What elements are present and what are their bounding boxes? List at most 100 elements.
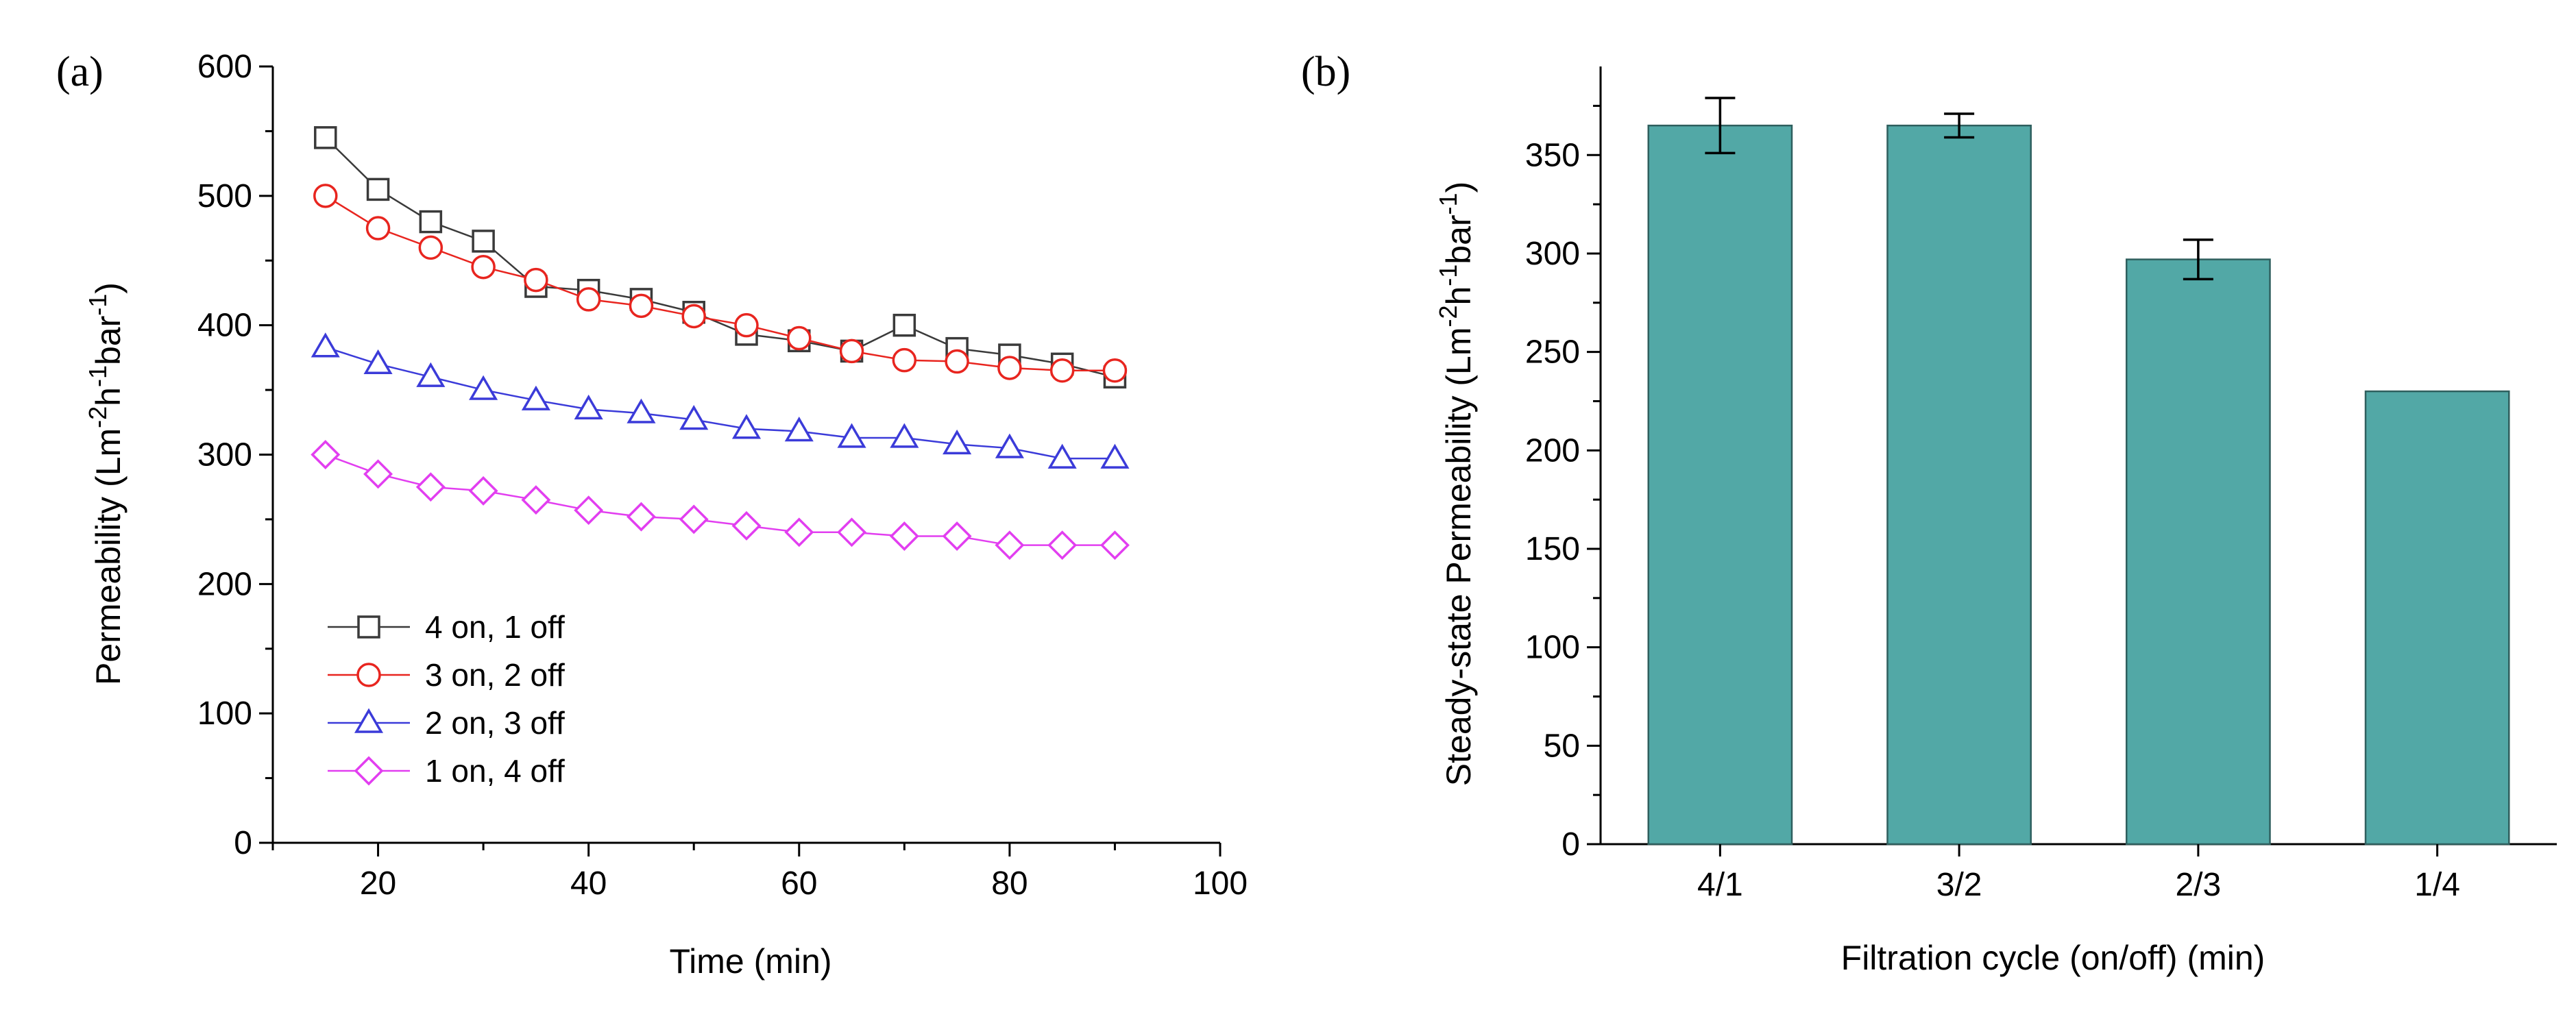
panel-a-legend-item: 2 on, 3 off — [328, 705, 565, 741]
panel-b-y-tick-label: 0 — [1562, 826, 1580, 863]
panel-a-data-point — [734, 312, 759, 338]
panel-a-data-point — [892, 347, 917, 373]
panel-a-data-point — [787, 325, 812, 351]
panel-b-bar-group — [1886, 112, 2032, 846]
panel-a-series-line — [324, 136, 1115, 378]
panel-a-data-point — [363, 459, 393, 489]
panel-a-data-point — [892, 313, 916, 337]
panel-b-error-bar — [1944, 112, 1975, 139]
panel-a-x-tick-label: 60 — [781, 865, 817, 902]
panel-b-bar-group — [2364, 390, 2510, 846]
panel-a-data-point — [521, 385, 550, 410]
y-axis-title-superscript: -1 — [1434, 264, 1462, 286]
panel-b-y-tick-label: 300 — [1525, 236, 1580, 272]
y-axis-title-part: ) — [89, 282, 127, 294]
panel-b-x-tick-label: 2/3 — [2176, 867, 2222, 903]
y-axis-title-part: Permeability (Lm — [89, 428, 127, 685]
panel-b-x-tick-label: 1/4 — [2414, 867, 2460, 903]
panel-a-y-tick-label: 0 — [234, 825, 252, 861]
y-axis-title-superscript: -1 — [84, 365, 112, 387]
panel-b-y-axis-title: Steady-state Permeability (Lm-2h-1bar-1) — [1434, 182, 1479, 786]
y-axis-title-part: bar — [1439, 214, 1478, 264]
panel-a-data-point — [942, 521, 972, 551]
panel-b-y-tick-label: 350 — [1525, 137, 1580, 173]
panel-a-legend-label: 4 on, 1 off — [425, 609, 565, 645]
panel-a-data-point — [472, 230, 495, 253]
panel-a-x-tick-label: 80 — [991, 865, 1028, 902]
y-axis-title-part: h — [89, 387, 127, 406]
panel-a-data-point — [418, 235, 443, 260]
panel-a-legend-label: 2 on, 3 off — [425, 705, 565, 741]
y-axis-title-superscript: -1 — [1434, 193, 1462, 214]
panel-a-data-point — [731, 414, 762, 439]
panel-a-data-point — [679, 405, 709, 430]
panel-b-y-tick-label: 150 — [1525, 531, 1580, 567]
panel-a-data-point — [415, 472, 446, 502]
panel-a-data-point — [784, 417, 814, 442]
y-axis-title-part: bar — [89, 316, 127, 365]
panel-a-data-point — [469, 375, 498, 400]
panel-a-data-point — [995, 530, 1025, 560]
panel-b-bar-chart: (b) 0 50 100 150 200 250 300 350 4/1 3/2 2/3 1/4 Fi… — [1301, 49, 2557, 977]
panel-a-data-point — [837, 423, 866, 448]
panel-a-y-axis-title: Permeability (Lm-2h-1bar-1) — [84, 282, 128, 685]
y-axis-title-superscript: -2 — [1434, 306, 1462, 328]
panel-a-legend-marker — [354, 756, 384, 786]
panel-a-data-point — [471, 254, 496, 280]
panel-a-label: (a) — [56, 49, 104, 95]
panel-a-x-tick-label: 20 — [360, 865, 396, 902]
panel-a-data-point — [1099, 530, 1130, 560]
panel-b-y-tick-label: 250 — [1525, 334, 1580, 371]
panel-a-data-point — [574, 495, 604, 526]
panel-a-data-point — [945, 349, 969, 374]
panel-b-x-tick-label: 4/1 — [1697, 867, 1743, 903]
panel-a-plot-area: 0 100 200 300 400 500 600 20 40 60 80 100 — [197, 49, 1248, 902]
panel-a-series-line — [325, 454, 1115, 546]
panel-a-legend-item: 4 on, 1 off — [328, 609, 565, 645]
panel-a-data-point — [416, 362, 446, 387]
panel-b-error-bar — [1705, 97, 1736, 155]
panel-a-data-point — [524, 267, 548, 293]
panel-b-bar — [1886, 124, 2032, 846]
panel-a-y-tick-label: 600 — [197, 49, 252, 85]
panel-a-data-point — [365, 216, 391, 241]
panel-a-data-point — [626, 502, 656, 532]
panel-b-x-axis-title: Filtration cycle (on/off) (min) — [1841, 939, 2265, 977]
panel-a-data-point — [366, 177, 390, 201]
panel-b-plot-area: 0 50 100 150 200 250 300 350 4/1 3/2 2/3 1/4 — [1525, 66, 2557, 903]
panel-b-error-bar — [2183, 238, 2213, 281]
panel-a-data-point — [1049, 358, 1075, 383]
panel-a-data-point — [731, 510, 762, 541]
y-axis-title-part: h — [1439, 286, 1478, 306]
panel-a-series-line — [325, 346, 1115, 460]
y-axis-title-part: Steady-state Permeability (Lm — [1439, 328, 1478, 787]
panel-a-data-point — [995, 433, 1024, 458]
panel-b-bar-group — [2126, 238, 2271, 846]
panel-a-data-point — [889, 521, 919, 551]
panel-b-x-tick-label: 3/2 — [1936, 867, 1982, 903]
panel-b-bar — [2364, 390, 2510, 846]
y-axis-title-superscript: -2 — [84, 406, 112, 428]
panel-a-data-point — [419, 210, 443, 234]
panel-b-y-tick-label: 100 — [1525, 630, 1580, 666]
panel-b-bar — [1647, 124, 1793, 846]
panel-a-legend: 4 on, 1 off 3 on, 2 off 2 on, 3 off 1 on, 4… — [328, 609, 565, 789]
panel-a-series-4 — [311, 440, 1130, 560]
panel-b-label: (b) — [1301, 49, 1350, 95]
panel-a-x-tick-label: 100 — [1193, 865, 1248, 902]
panel-b-bar — [2126, 258, 2271, 846]
panel-a-y-tick-label: 200 — [197, 566, 252, 602]
panel-a-legend-label: 1 on, 4 off — [425, 753, 565, 789]
panel-a-legend-item: 3 on, 2 off — [328, 657, 565, 693]
panel-a-y-tick-label: 400 — [197, 308, 252, 344]
panel-a-series-line — [325, 195, 1115, 372]
panel-a-x-tick-label: 40 — [570, 865, 607, 902]
panel-a-legend-marker — [357, 615, 380, 639]
y-axis-title-superscript: -1 — [84, 294, 112, 316]
panel-a-data-point — [468, 476, 498, 506]
panel-a-line-chart: (a) 0 100 200 300 400 500 600 20 40 60 80 100 Time … — [56, 49, 1248, 981]
panel-a-data-point — [574, 394, 603, 420]
panel-a-data-point — [311, 332, 340, 358]
panel-a-data-point — [313, 184, 338, 208]
